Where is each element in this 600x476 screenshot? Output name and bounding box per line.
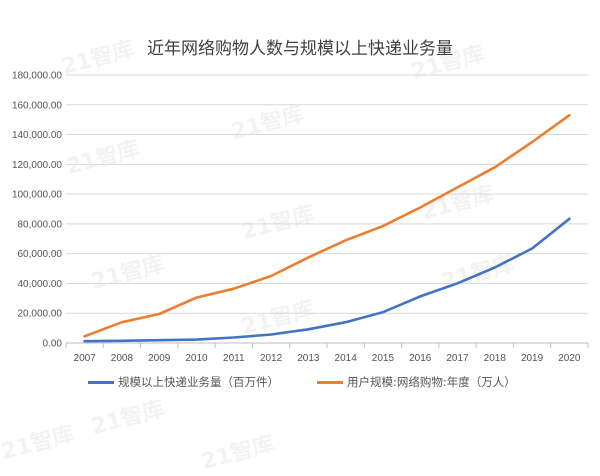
x-tick-label: 2012 <box>260 353 283 364</box>
x-tick-label: 2020 <box>558 353 581 364</box>
y-tick-label: 100,000.00 <box>12 190 62 201</box>
y-tick-label: 140,000.00 <box>12 130 62 141</box>
x-tick-label: 2010 <box>185 353 208 364</box>
x-tick-label: 2009 <box>148 353 171 364</box>
chart-title: 近年网络购物人数与规模以上快递业务量 <box>147 39 453 59</box>
legend-swatch-blue <box>88 380 114 384</box>
line-chart: 0.00 20,000.00 40,000.00 60,000.00 80,000.00… <box>12 71 589 364</box>
x-tick-label: 2018 <box>484 353 507 364</box>
series-line-1 <box>83 113 571 338</box>
x-tick-label: 2019 <box>521 353 544 364</box>
x-tick-label: 2008 <box>111 353 134 364</box>
x-tick-label: 2011 <box>223 353 245 364</box>
x-tick-label: 2015 <box>372 353 395 364</box>
x-tick-label: 2013 <box>297 353 320 364</box>
y-tick-label: 40,000.00 <box>18 279 63 290</box>
y-tick-label: 20,000.00 <box>18 309 63 320</box>
y-tick-label: 60,000.00 <box>18 249 63 260</box>
x-tick-label: 2016 <box>409 353 432 364</box>
y-tick-label: 180,000.00 <box>12 71 62 82</box>
legend: 规模以上快递业务量（百万件） 用户规模:网络购物:年度（万人） <box>88 374 516 390</box>
legend-item-express: 规模以上快递业务量（百万件） <box>88 374 279 390</box>
x-tick-label: 2014 <box>335 353 358 364</box>
y-tick-label: 120,000.00 <box>12 160 62 171</box>
legend-item-online-shoppers: 用户规模:网络购物:年度（万人） <box>317 374 516 390</box>
x-tick-label: 2007 <box>74 353 97 364</box>
y-tick-label: 80,000.00 <box>18 219 63 230</box>
series-line-0 <box>83 217 571 343</box>
legend-label: 规模以上快递业务量（百万件） <box>118 375 279 389</box>
watermark: 21智库 <box>198 431 278 476</box>
x-tick-label: 2017 <box>446 353 469 364</box>
y-tick-label: 160,000.00 <box>12 100 62 111</box>
legend-label: 用户规模:网络购物:年度（万人） <box>347 375 516 389</box>
y-tick-label: 0.00 <box>43 339 63 350</box>
legend-swatch-orange <box>317 380 343 384</box>
